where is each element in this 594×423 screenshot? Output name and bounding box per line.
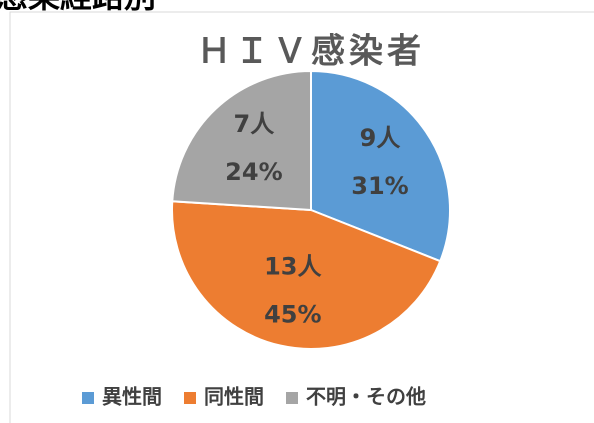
legend-swatch	[286, 392, 298, 404]
count-label: 9人	[360, 124, 401, 152]
value-label: 45%	[264, 300, 321, 328]
pie-slice	[310, 69, 451, 263]
count-label: 7人	[234, 110, 275, 138]
value-label: 31%	[351, 172, 408, 200]
legend-label: 同性間	[204, 385, 264, 409]
legend-swatch	[184, 392, 196, 404]
value-label: 24%	[225, 158, 282, 186]
legend-label: 不明・その他	[306, 385, 426, 409]
pie-slice	[171, 69, 312, 212]
count-label: 13人	[264, 252, 321, 280]
legend-label: 異性間	[102, 385, 162, 409]
pie-slice	[171, 200, 442, 350]
legend-swatch	[82, 392, 94, 404]
chart-title: ＨＩＶ感染者	[197, 32, 425, 72]
page-heading: 感染経路別	[0, 0, 156, 15]
